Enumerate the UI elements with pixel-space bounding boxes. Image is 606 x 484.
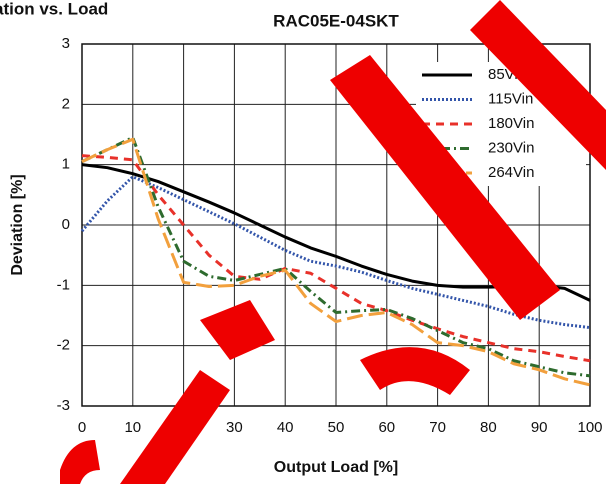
- x-tick-label: 90: [531, 419, 548, 436]
- watermark: [360, 347, 470, 395]
- chart: ation vs. Load RAC05E-04SKT Output Load …: [0, 0, 606, 484]
- x-tick-label: 70: [429, 419, 446, 436]
- x-tick-label: 50: [328, 419, 345, 436]
- x-tick-label: 30: [226, 419, 243, 436]
- x-tick-label: 80: [480, 419, 497, 436]
- legend-label: 230Vin: [488, 139, 534, 156]
- legend-label: 180Vin: [488, 115, 534, 132]
- y-tick-label: -1: [57, 276, 70, 293]
- chart-title: RAC05E-04SKT: [273, 11, 399, 30]
- x-tick-label: 10: [124, 419, 141, 436]
- y-tick-label: 3: [62, 35, 70, 52]
- page: {"chart_data": {"type": "line", "partial…: [0, 0, 606, 484]
- partial-title: ation vs. Load: [0, 0, 108, 18]
- y-axis-label: Deviation [%]: [9, 174, 26, 275]
- y-tick-label: 0: [62, 216, 70, 233]
- x-tick-label: 40: [277, 419, 294, 436]
- y-tick-label: 2: [62, 95, 70, 112]
- x-axis-label: Output Load [%]: [274, 459, 398, 476]
- watermark: [60, 440, 100, 484]
- y-tick-label: 1: [62, 156, 70, 173]
- x-tick-label: 60: [378, 419, 395, 436]
- legend-label: 115Vin: [488, 90, 533, 107]
- y-tick-label: -2: [57, 337, 70, 354]
- x-tick-label: 0: [78, 419, 86, 436]
- y-tick-label: -3: [57, 397, 70, 414]
- x-tick-label: 100: [577, 419, 602, 436]
- watermark: [200, 300, 275, 360]
- legend-label: 264Vin: [488, 164, 534, 181]
